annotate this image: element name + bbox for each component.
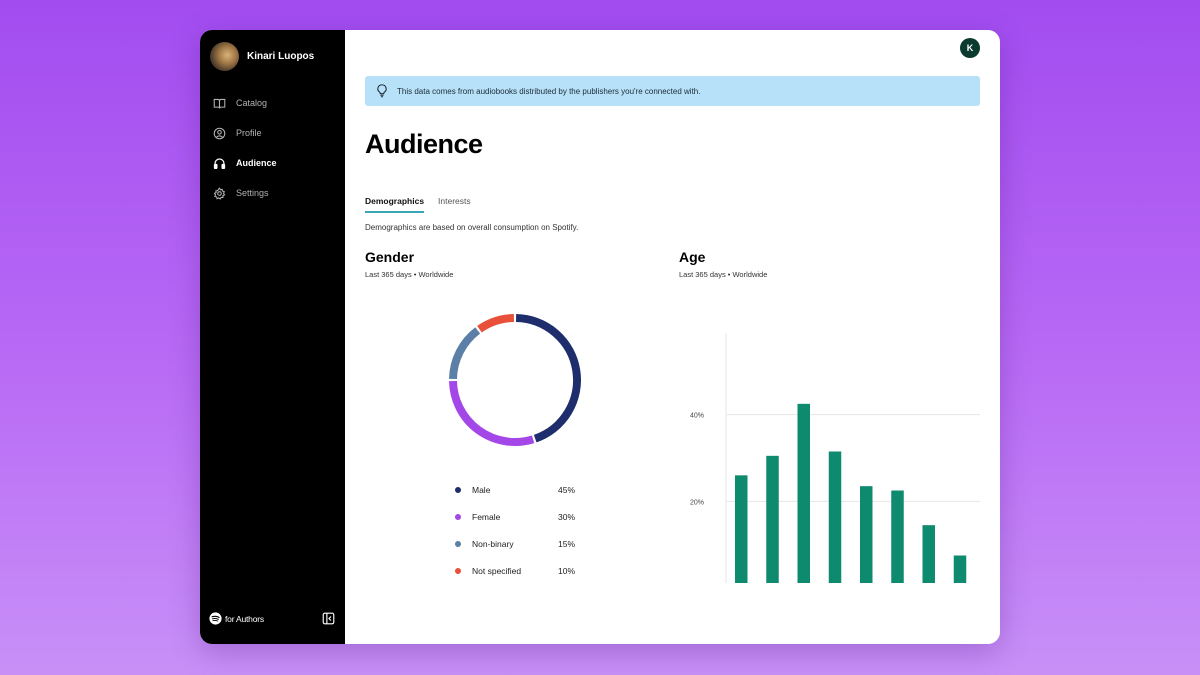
bar-45-59 <box>891 490 904 583</box>
bar-28-34 <box>828 451 842 583</box>
legend-label: Non-binary <box>472 538 514 549</box>
bar-23-27 <box>797 403 810 583</box>
age-bar-chart: 20%40%<1818-2223-2728-3435-4445-5960+Unk… <box>690 333 980 583</box>
bar-60+ <box>922 525 935 583</box>
user-name: Kinari Luopos <box>247 51 315 62</box>
tab-interests[interactable]: Interests <box>438 196 471 206</box>
donut-slice-female <box>449 380 535 446</box>
brand-text: for Authors <box>225 613 264 624</box>
bar-18-22 <box>766 455 779 583</box>
legend-item: Male 45% <box>455 476 575 503</box>
collapse-sidebar-icon[interactable] <box>322 612 335 625</box>
bar-<18 <box>735 475 748 583</box>
bar-Unknown <box>953 555 967 583</box>
legend-dot <box>455 513 461 520</box>
sidebar-item-label: Audience <box>236 158 277 168</box>
sidebar-item-label: Catalog <box>236 98 268 108</box>
legend-dot <box>455 540 461 547</box>
user-profile[interactable]: Kinari Luopos <box>210 42 314 71</box>
sidebar-item-catalog[interactable]: Catalog <box>213 88 338 118</box>
sidebar-item-label: Settings <box>236 188 269 198</box>
brand-logo[interactable]: for Authors <box>209 612 264 625</box>
y-tick-label: 20% <box>690 499 704 506</box>
legend-label: Female <box>472 511 501 522</box>
legend-item: Non-binary 15% <box>455 530 575 557</box>
sidebar-item-label: Profile <box>236 128 262 138</box>
legend-dot <box>455 486 461 493</box>
age-subtitle: Last 365 days • Worldwide <box>679 270 768 279</box>
gender-title: Gender <box>365 249 415 265</box>
legend-item: Not specified 10% <box>455 557 575 584</box>
main-content: K This data comes from audiobooks distri… <box>345 30 1000 644</box>
donut-slice-male <box>515 314 581 443</box>
account-avatar[interactable]: K <box>960 38 980 58</box>
legend-value: 15% <box>557 538 575 549</box>
sidebar-item-audience[interactable]: Audience <box>213 148 338 178</box>
donut-slice-not-specified <box>477 314 515 333</box>
age-title: Age <box>679 249 706 265</box>
bar-35-44 <box>860 486 873 583</box>
headphones-icon <box>213 157 226 169</box>
spotify-icon <box>209 612 222 625</box>
gender-legend: Male 45% Female 30% Non-binary 15% Not s… <box>455 476 575 584</box>
legend-value: 45% <box>557 484 575 495</box>
sidebar-item-profile[interactable]: Profile <box>213 118 338 148</box>
legend-value: 30% <box>557 511 575 522</box>
sidebar-item-settings[interactable]: Settings <box>213 178 338 208</box>
sidebar-nav: Catalog Profile Audience <box>213 88 338 208</box>
tab-bar: Demographics Interests <box>365 196 471 213</box>
y-tick-label: 40% <box>690 413 704 420</box>
avatar[interactable] <box>210 42 239 71</box>
book-icon <box>213 98 226 108</box>
page-title: Audience <box>365 129 483 159</box>
tab-demographics[interactable]: Demographics <box>365 196 425 213</box>
gender-subtitle: Last 365 days • Worldwide <box>365 270 454 279</box>
user-circle-icon <box>213 127 226 139</box>
sidebar: Kinari Luopos Catalog Profile <box>200 30 345 644</box>
lightbulb-icon <box>377 84 387 98</box>
donut-slice-non-binary <box>449 327 481 380</box>
sidebar-footer: for Authors <box>209 612 335 625</box>
legend-item: Female 30% <box>455 503 575 530</box>
legend-dot <box>455 567 461 574</box>
gear-icon <box>213 186 226 200</box>
info-banner: This data comes from audiobooks distribu… <box>365 76 980 106</box>
legend-label: Not specified <box>472 565 522 576</box>
legend-label: Male <box>472 484 491 495</box>
legend-value: 10% <box>557 565 575 576</box>
page-description: Demographics are based on overall consum… <box>365 223 579 232</box>
gender-donut-chart <box>449 314 581 446</box>
app-window: Kinari Luopos Catalog Profile <box>200 30 1000 644</box>
banner-text: This data comes from audiobooks distribu… <box>397 86 701 96</box>
